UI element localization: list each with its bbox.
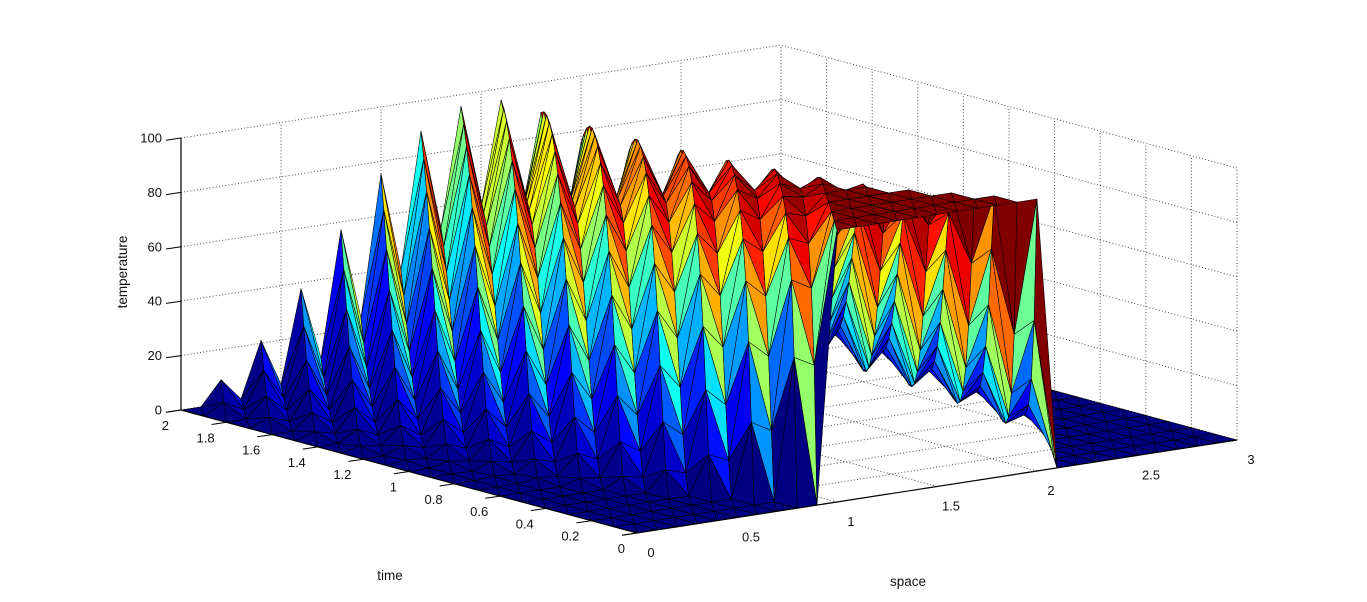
grid-line-y-floor xyxy=(500,402,1101,497)
time-tick-label: 1 xyxy=(390,480,397,495)
z-tick-mark xyxy=(165,191,182,196)
time-tick-mark xyxy=(439,483,455,487)
time-tick-label: 1.6 xyxy=(242,443,260,458)
surface-face xyxy=(933,204,958,215)
surface-face xyxy=(1033,198,1058,469)
time-tick-mark xyxy=(348,458,364,462)
space-tick-mark xyxy=(821,501,838,505)
grid-line-z-backwall xyxy=(180,44,782,139)
z-tick-mark xyxy=(165,137,182,141)
space-tick-mark xyxy=(621,532,638,536)
surface-mesh xyxy=(180,99,1238,534)
space-tick-mark xyxy=(921,486,938,490)
time-tick-mark xyxy=(576,520,592,524)
surface-face xyxy=(833,220,858,231)
grid-line-y-floor xyxy=(408,378,1010,472)
time-tick-label: 0.8 xyxy=(425,492,443,507)
surface-face xyxy=(973,198,998,209)
z-axis: 0 20 40 60 80 100 xyxy=(140,131,182,418)
time-tick-label: 0.2 xyxy=(561,529,579,544)
time-tick-label: 1.4 xyxy=(288,455,306,470)
surface-face xyxy=(893,211,918,221)
surface-face xyxy=(1013,198,1038,335)
z-tick-label: 20 xyxy=(148,348,162,363)
space-tick-label: 0 xyxy=(647,545,654,560)
z-tick-mark xyxy=(165,246,182,250)
time-tick-label: 1.8 xyxy=(197,430,215,445)
time-tick-label: 2 xyxy=(162,418,169,433)
time-tick-label: 0 xyxy=(618,541,625,556)
space-tick-label: 2.5 xyxy=(1142,468,1160,483)
time-tick-mark xyxy=(485,495,501,499)
z-tick-label: 100 xyxy=(140,131,162,146)
space-tick-label: 3 xyxy=(1247,452,1254,467)
z-tick-mark xyxy=(165,300,182,304)
z-tick-label: 60 xyxy=(148,239,162,254)
time-tick-mark xyxy=(257,434,273,438)
space-tick-label: 1.5 xyxy=(942,499,960,514)
grid-line-y-floor xyxy=(454,390,1055,485)
surface-face xyxy=(873,214,898,225)
z-tick-mark xyxy=(165,355,182,359)
time-tick-label: 1.2 xyxy=(333,467,351,482)
surface-face xyxy=(993,195,1018,206)
surface-face xyxy=(953,201,978,212)
space-tick-mark xyxy=(1121,455,1138,459)
surface-face xyxy=(913,208,938,218)
surface-face xyxy=(813,229,838,506)
surface-face xyxy=(853,217,878,228)
floor-axes: 0 0.2 0.4 0.6 0.8 1 1.2 1.4 1.6 1.8 2 0 0.5 1 1.5 2 2.5 3 xyxy=(162,409,1255,560)
z-tick-label: 40 xyxy=(148,294,162,309)
z-axis-label: temperature xyxy=(115,236,130,309)
grid-line-y-floor xyxy=(363,365,964,460)
time-tick-label: 0.4 xyxy=(516,516,534,531)
time-tick-mark xyxy=(165,409,182,413)
space-tick-mark xyxy=(1021,470,1038,474)
time-tick-mark xyxy=(211,421,227,425)
z-tick-label: 80 xyxy=(148,185,162,200)
time-tick-mark xyxy=(530,507,546,512)
z-tick-label: 0 xyxy=(155,403,162,418)
time-tick-mark xyxy=(393,471,410,475)
space-tick-label: 2 xyxy=(1047,483,1054,498)
time-tick-mark xyxy=(302,446,318,450)
space-tick-label: 1 xyxy=(847,514,854,529)
x-axis-label: space xyxy=(890,574,926,589)
space-tick-mark xyxy=(721,517,738,521)
space-tick-mark xyxy=(1221,439,1238,443)
y-axis-label: time xyxy=(377,568,403,583)
grid-line-z-backwall xyxy=(180,98,782,193)
surface-face xyxy=(200,379,225,408)
space-tick-label: 0.5 xyxy=(742,530,760,545)
time-tick-label: 0.6 xyxy=(470,504,488,519)
